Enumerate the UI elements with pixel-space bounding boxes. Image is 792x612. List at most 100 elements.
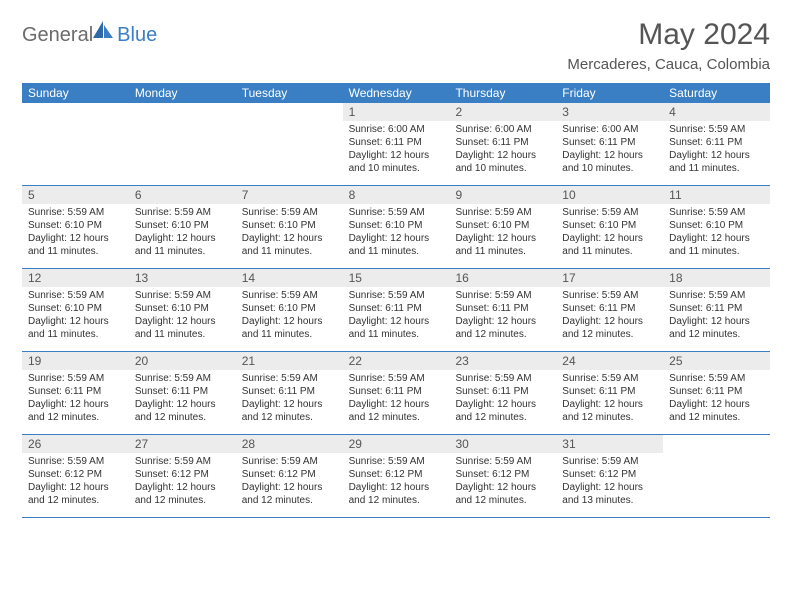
daylight-line: Daylight: 12 hours and 11 minutes. <box>455 232 550 258</box>
weeks-container: 1Sunrise: 6:00 AMSunset: 6:11 PMDaylight… <box>22 103 770 518</box>
day-number: 2 <box>449 103 556 121</box>
day-number: 16 <box>449 269 556 287</box>
sunset-line: Sunset: 6:11 PM <box>455 302 550 315</box>
day-number: 11 <box>663 186 770 204</box>
daylight-line: Daylight: 12 hours and 11 minutes. <box>669 232 764 258</box>
daylight-line: Daylight: 12 hours and 11 minutes. <box>28 232 123 258</box>
day-number: 27 <box>129 435 236 453</box>
day-number: 24 <box>556 352 663 370</box>
day-cell: 25Sunrise: 5:59 AMSunset: 6:11 PMDayligh… <box>663 352 770 434</box>
sunrise-line: Sunrise: 5:59 AM <box>562 372 657 385</box>
sunrise-line: Sunrise: 5:59 AM <box>669 206 764 219</box>
sunset-line: Sunset: 6:12 PM <box>28 468 123 481</box>
day-number: 25 <box>663 352 770 370</box>
sunrise-line: Sunrise: 5:59 AM <box>242 289 337 302</box>
weekday-header-row: SundayMondayTuesdayWednesdayThursdayFrid… <box>22 83 770 103</box>
day-number: 12 <box>22 269 129 287</box>
day-cell: 7Sunrise: 5:59 AMSunset: 6:10 PMDaylight… <box>236 186 343 268</box>
day-info: Sunrise: 6:00 AMSunset: 6:11 PMDaylight:… <box>343 121 450 179</box>
daylight-line: Daylight: 12 hours and 12 minutes. <box>562 315 657 341</box>
day-cell: 8Sunrise: 5:59 AMSunset: 6:10 PMDaylight… <box>343 186 450 268</box>
sunrise-line: Sunrise: 5:59 AM <box>28 206 123 219</box>
day-info: Sunrise: 5:59 AMSunset: 6:12 PMDaylight:… <box>22 453 129 511</box>
weekday-header: Wednesday <box>343 83 450 103</box>
day-number: 21 <box>236 352 343 370</box>
day-cell: 4Sunrise: 5:59 AMSunset: 6:11 PMDaylight… <box>663 103 770 185</box>
sunset-line: Sunset: 6:10 PM <box>242 219 337 232</box>
daylight-line: Daylight: 12 hours and 12 minutes. <box>135 398 230 424</box>
daylight-line: Daylight: 12 hours and 12 minutes. <box>242 398 337 424</box>
sunset-line: Sunset: 6:12 PM <box>455 468 550 481</box>
day-info: Sunrise: 5:59 AMSunset: 6:12 PMDaylight:… <box>556 453 663 511</box>
sunset-line: Sunset: 6:10 PM <box>562 219 657 232</box>
day-info: Sunrise: 5:59 AMSunset: 6:10 PMDaylight:… <box>556 204 663 262</box>
daylight-line: Daylight: 12 hours and 12 minutes. <box>455 315 550 341</box>
sunset-line: Sunset: 6:11 PM <box>455 385 550 398</box>
day-cell: 30Sunrise: 5:59 AMSunset: 6:12 PMDayligh… <box>449 435 556 517</box>
sunrise-line: Sunrise: 5:59 AM <box>28 372 123 385</box>
header: General Blue May 2024 Mercaderes, Cauca,… <box>22 18 770 73</box>
weekday-header: Sunday <box>22 83 129 103</box>
daylight-line: Daylight: 12 hours and 12 minutes. <box>28 481 123 507</box>
sunrise-line: Sunrise: 5:59 AM <box>349 289 444 302</box>
daylight-line: Daylight: 12 hours and 12 minutes. <box>242 481 337 507</box>
daylight-line: Daylight: 12 hours and 12 minutes. <box>669 315 764 341</box>
sunset-line: Sunset: 6:10 PM <box>242 302 337 315</box>
sunset-line: Sunset: 6:11 PM <box>669 302 764 315</box>
day-number <box>663 435 770 453</box>
sunset-line: Sunset: 6:12 PM <box>135 468 230 481</box>
day-info: Sunrise: 5:59 AMSunset: 6:10 PMDaylight:… <box>343 204 450 262</box>
day-number: 29 <box>343 435 450 453</box>
day-number: 5 <box>22 186 129 204</box>
sunrise-line: Sunrise: 5:59 AM <box>562 455 657 468</box>
day-number: 28 <box>236 435 343 453</box>
brand-text-2: Blue <box>117 24 157 47</box>
day-info: Sunrise: 5:59 AMSunset: 6:10 PMDaylight:… <box>449 204 556 262</box>
daylight-line: Daylight: 12 hours and 11 minutes. <box>135 232 230 258</box>
sunrise-line: Sunrise: 5:59 AM <box>669 372 764 385</box>
week-row: 5Sunrise: 5:59 AMSunset: 6:10 PMDaylight… <box>22 186 770 269</box>
day-info: Sunrise: 5:59 AMSunset: 6:11 PMDaylight:… <box>556 370 663 428</box>
day-cell: 1Sunrise: 6:00 AMSunset: 6:11 PMDaylight… <box>343 103 450 185</box>
day-number: 20 <box>129 352 236 370</box>
day-number <box>236 103 343 121</box>
sunset-line: Sunset: 6:11 PM <box>135 385 230 398</box>
day-info: Sunrise: 5:59 AMSunset: 6:11 PMDaylight:… <box>663 287 770 345</box>
sunset-line: Sunset: 6:10 PM <box>349 219 444 232</box>
day-info: Sunrise: 5:59 AMSunset: 6:11 PMDaylight:… <box>449 287 556 345</box>
sunset-line: Sunset: 6:11 PM <box>349 385 444 398</box>
location-text: Mercaderes, Cauca, Colombia <box>567 56 770 73</box>
day-info: Sunrise: 5:59 AMSunset: 6:12 PMDaylight:… <box>343 453 450 511</box>
day-number: 18 <box>663 269 770 287</box>
day-cell: 10Sunrise: 5:59 AMSunset: 6:10 PMDayligh… <box>556 186 663 268</box>
week-row: 1Sunrise: 6:00 AMSunset: 6:11 PMDaylight… <box>22 103 770 186</box>
sunrise-line: Sunrise: 5:59 AM <box>242 206 337 219</box>
sunset-line: Sunset: 6:10 PM <box>135 302 230 315</box>
sunset-line: Sunset: 6:12 PM <box>562 468 657 481</box>
daylight-line: Daylight: 12 hours and 11 minutes. <box>562 232 657 258</box>
brand-logo: General Blue <box>22 18 157 47</box>
day-info: Sunrise: 5:59 AMSunset: 6:10 PMDaylight:… <box>129 287 236 345</box>
day-cell: 31Sunrise: 5:59 AMSunset: 6:12 PMDayligh… <box>556 435 663 517</box>
day-cell: 22Sunrise: 5:59 AMSunset: 6:11 PMDayligh… <box>343 352 450 434</box>
day-number: 13 <box>129 269 236 287</box>
daylight-line: Daylight: 12 hours and 11 minutes. <box>242 232 337 258</box>
day-cell: 14Sunrise: 5:59 AMSunset: 6:10 PMDayligh… <box>236 269 343 351</box>
sunrise-line: Sunrise: 5:59 AM <box>28 289 123 302</box>
daylight-line: Daylight: 12 hours and 12 minutes. <box>135 481 230 507</box>
sunset-line: Sunset: 6:10 PM <box>669 219 764 232</box>
sunset-line: Sunset: 6:11 PM <box>669 136 764 149</box>
day-number: 15 <box>343 269 450 287</box>
day-cell <box>236 103 343 185</box>
daylight-line: Daylight: 12 hours and 11 minutes. <box>28 315 123 341</box>
day-cell <box>22 103 129 185</box>
day-info: Sunrise: 6:00 AMSunset: 6:11 PMDaylight:… <box>556 121 663 179</box>
day-cell: 16Sunrise: 5:59 AMSunset: 6:11 PMDayligh… <box>449 269 556 351</box>
daylight-line: Daylight: 12 hours and 10 minutes. <box>562 149 657 175</box>
day-number: 4 <box>663 103 770 121</box>
sunrise-line: Sunrise: 5:59 AM <box>135 206 230 219</box>
sunset-line: Sunset: 6:11 PM <box>455 136 550 149</box>
day-number: 1 <box>343 103 450 121</box>
week-row: 12Sunrise: 5:59 AMSunset: 6:10 PMDayligh… <box>22 269 770 352</box>
day-cell: 26Sunrise: 5:59 AMSunset: 6:12 PMDayligh… <box>22 435 129 517</box>
